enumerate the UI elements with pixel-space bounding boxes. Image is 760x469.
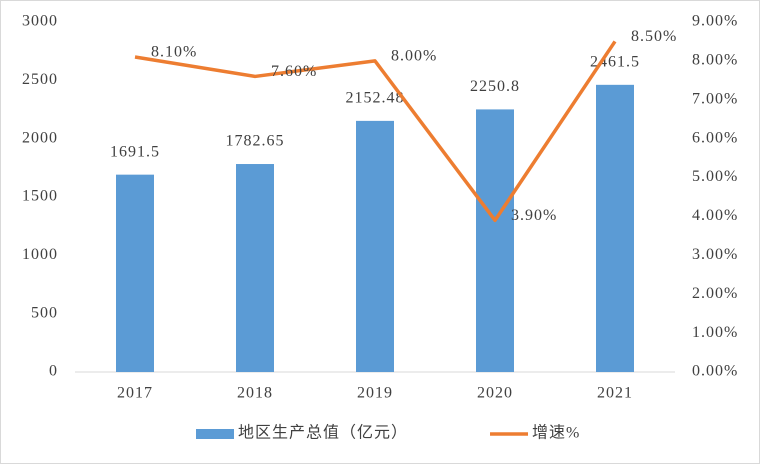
- y-tick-label: 1000: [22, 246, 58, 263]
- y-tick-label: 3000: [22, 13, 58, 30]
- bar-value-label: 1691.5: [110, 143, 160, 160]
- y2-tick-label: 7.00%: [692, 90, 738, 107]
- line-value-label: 7.60%: [271, 63, 317, 80]
- y-tick-label: 0: [49, 363, 58, 380]
- y2-tick-label: 0.00%: [692, 363, 738, 380]
- legend-swatch: [196, 429, 234, 439]
- y2-tick-label: 2.00%: [692, 285, 738, 302]
- x-tick-label: 2018: [237, 385, 273, 402]
- line-value-label: 8.50%: [631, 28, 677, 45]
- legend-label: 增速%: [532, 424, 580, 442]
- y2-tick-label: 6.00%: [692, 129, 738, 146]
- y-tick-label: 1500: [22, 188, 58, 205]
- x-tick-label: 2017: [117, 385, 153, 402]
- legend-label: 地区生产总值（亿元）: [238, 424, 408, 442]
- y2-tick-label: 1.00%: [692, 324, 738, 341]
- y-tick-label: 2500: [22, 71, 58, 88]
- y2-tick-label: 8.00%: [692, 52, 738, 69]
- x-tick-label: 2021: [597, 385, 633, 402]
- line: [134, 40, 617, 223]
- bar-value-label: 2152.48: [346, 90, 405, 107]
- y2-tick-label: 5.00%: [692, 168, 738, 185]
- y2-tick-label: 4.00%: [692, 207, 738, 224]
- line-value-label: 8.10%: [151, 44, 197, 61]
- y2-tick-label: 9.00%: [692, 13, 738, 30]
- bar: [236, 164, 274, 372]
- y-tick-label: 2000: [22, 129, 58, 146]
- line-value-label: 3.90%: [511, 207, 557, 224]
- bar: [116, 174, 154, 372]
- x-tick-label: 2020: [477, 385, 513, 402]
- bar-value-label: 2250.8: [470, 78, 520, 95]
- x-tick-label: 2019: [357, 385, 393, 402]
- y-tick-label: 500: [31, 304, 58, 321]
- bar: [596, 84, 634, 372]
- bar-value-label: 1782.65: [226, 133, 285, 150]
- line-value-label: 8.00%: [391, 48, 437, 65]
- bar: [476, 109, 514, 372]
- bar: [356, 120, 394, 372]
- y2-tick-label: 3.00%: [692, 246, 738, 263]
